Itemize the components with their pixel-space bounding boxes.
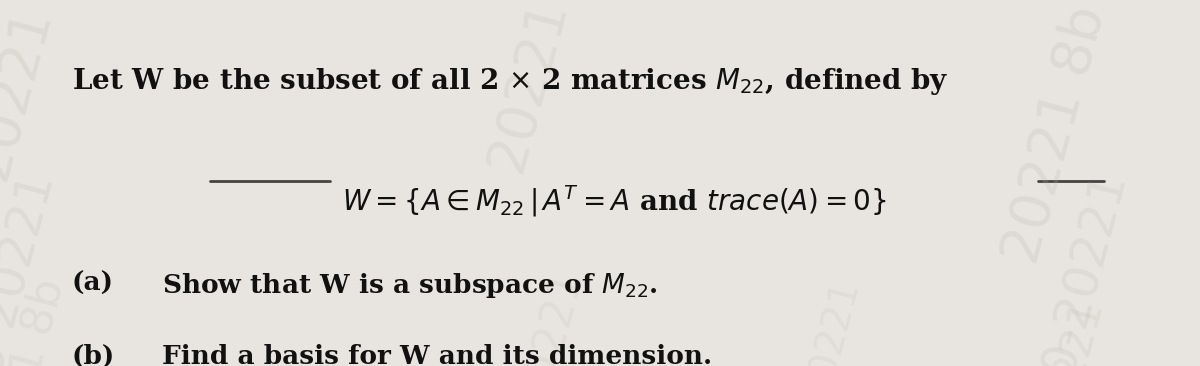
Text: Let W be the subset of all 2 $\times$ 2 matrices $M_{22}$, defined by: Let W be the subset of all 2 $\times$ 2 …	[72, 66, 949, 97]
Text: Find a basis for W and its dimension.: Find a basis for W and its dimension.	[162, 344, 712, 366]
Text: 20221: 20221	[0, 0, 61, 184]
Text: 20-20221: 20-20221	[1026, 165, 1134, 366]
Text: (a): (a)	[72, 271, 114, 296]
Text: 05/20-20221: 05/20-20221	[766, 274, 866, 366]
Text: 20221 8b: 20221 8b	[996, 0, 1116, 270]
Text: 20221: 20221	[512, 264, 592, 366]
Text: 5/20-20221: 5/20-20221	[1002, 293, 1110, 366]
Text: (b): (b)	[72, 344, 115, 366]
Text: 20221: 20221	[479, 0, 577, 177]
Text: $W = \{A \in M_{22}\,|\,A^T = A$ and $\mathit{trace}(A) = 0\}$: $W = \{A \in M_{22}\,|\,A^T = A$ and $\m…	[342, 183, 887, 219]
Text: 20221 8b: 20221 8b	[0, 274, 72, 366]
Text: 0-20221: 0-20221	[0, 165, 62, 366]
Text: Show that W is a subspace of $M_{22}$.: Show that W is a subspace of $M_{22}$.	[162, 271, 658, 300]
